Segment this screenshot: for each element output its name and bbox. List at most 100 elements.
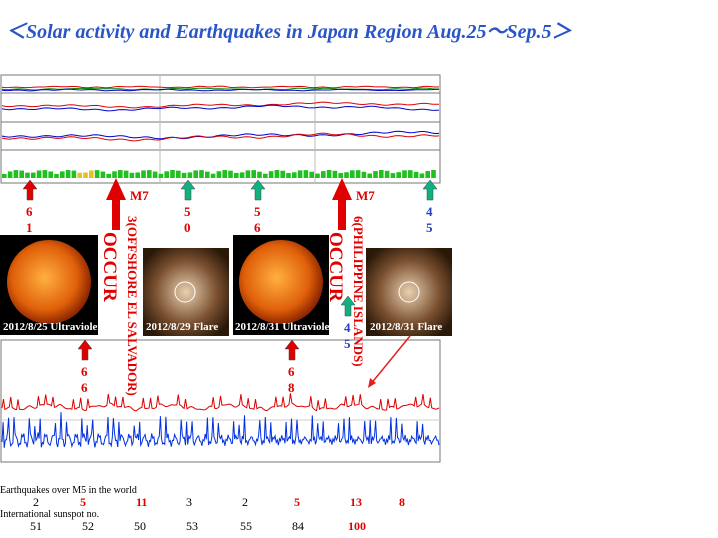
kp-bar <box>431 170 436 178</box>
kp-bar <box>112 171 117 178</box>
kp-bar <box>245 170 251 178</box>
kp-bar <box>170 170 175 178</box>
event-code: 3(OFFSHORE EL SALVADOR) <box>125 216 140 396</box>
image-sun-2 <box>233 235 329 335</box>
kp-bar <box>216 171 222 178</box>
kp-bar <box>396 172 401 178</box>
marker-top: 6 <box>81 364 88 379</box>
kp-bar <box>164 171 169 178</box>
kp-bar <box>7 171 13 178</box>
kp-bar <box>274 170 280 178</box>
kp-bar <box>118 170 123 178</box>
trace <box>1 101 440 109</box>
kp-bar <box>147 170 152 178</box>
kp-bar <box>332 170 338 178</box>
kp-bar <box>54 173 59 178</box>
kp-bar <box>390 173 396 178</box>
marker-arrow <box>180 179 196 201</box>
row-label: International sunspot no. <box>0 509 99 520</box>
slide-title: ＜Solar activity and Earthquakes in Japan… <box>6 21 572 43</box>
marker-arrow <box>284 339 300 361</box>
marker-bottom: 5 <box>426 220 433 235</box>
kp-bar <box>176 170 181 178</box>
image-sun-1 <box>0 235 98 335</box>
kp-bar <box>280 170 285 178</box>
kp-bar <box>321 171 326 178</box>
image-caption: 2012/8/29 Flare <box>146 321 218 333</box>
kp-bar <box>257 171 262 178</box>
trace <box>1 393 440 412</box>
marker-bottom: 6 <box>81 380 88 395</box>
kp-bar <box>123 170 129 178</box>
kp-bar <box>355 170 361 178</box>
kp-bar <box>292 172 297 178</box>
marker-arrow <box>422 179 438 201</box>
image-caption: 2012/8/25 Ultraviolet <box>3 321 101 333</box>
trace <box>1 85 440 89</box>
event-status: OCCUR <box>99 232 120 302</box>
kp-bar <box>13 170 19 178</box>
kp-bar <box>42 170 48 178</box>
pointer-head <box>368 378 376 388</box>
marker-bottom: 5 <box>344 336 351 351</box>
pointer <box>369 335 411 386</box>
table-cell: 3 <box>186 495 192 509</box>
table-cell: 50 <box>134 519 146 533</box>
marker-arrow <box>340 295 356 317</box>
marker-top: 5 <box>184 204 191 219</box>
kp-bar <box>268 171 274 178</box>
image-caption: 2012/8/31 Ultraviolet <box>235 321 333 333</box>
kp-bar <box>2 174 7 178</box>
marker-top: 6 <box>288 364 295 379</box>
marker-bottom: 0 <box>184 220 191 235</box>
kp-bar <box>199 170 204 178</box>
kp-bar <box>315 173 320 178</box>
kp-bar <box>419 173 425 178</box>
marker-top: 6 <box>26 204 33 219</box>
kp-bar <box>129 172 135 178</box>
kp-bar <box>36 170 42 178</box>
kp-bar <box>89 170 94 178</box>
marker-bottom: 8 <box>288 380 295 395</box>
lower-plot <box>0 339 441 463</box>
event-magnitude: M7 <box>356 188 375 203</box>
marker-top: 4 <box>426 204 433 219</box>
kp-bar <box>60 171 65 178</box>
kp-bar <box>239 172 245 178</box>
kp-bar <box>48 171 53 178</box>
kp-bar <box>135 172 140 178</box>
table-cell: 8 <box>399 495 405 509</box>
kp-bar <box>338 173 343 178</box>
kp-bar <box>25 172 30 178</box>
table-cell: 13 <box>350 495 362 509</box>
marker-arrow <box>77 339 93 361</box>
kp-bar <box>193 170 198 178</box>
kp-bar <box>373 171 378 178</box>
kp-bar <box>152 171 158 178</box>
kp-bar <box>234 172 239 178</box>
kp-bar <box>263 173 268 178</box>
kp-bar <box>187 172 193 178</box>
table-cell: 5 <box>294 495 300 509</box>
kp-bar <box>326 170 332 178</box>
table-cell: 53 <box>186 519 198 533</box>
trace <box>1 104 440 112</box>
image-flare-1 <box>143 248 229 336</box>
kp-bar <box>413 171 419 178</box>
kp-bar <box>71 170 77 178</box>
table-cell: 100 <box>348 519 366 533</box>
kp-bar <box>19 170 24 178</box>
trace <box>1 412 440 449</box>
kp-bar <box>100 171 106 178</box>
kp-bar <box>402 170 407 178</box>
kp-bar <box>222 170 227 178</box>
kp-bar <box>83 172 88 178</box>
kp-bar <box>286 172 291 178</box>
kp-bar <box>297 170 303 178</box>
kp-bar <box>361 171 367 178</box>
kp-bar <box>210 173 216 178</box>
trace <box>1 88 439 92</box>
marker-top: 5 <box>254 204 261 219</box>
marker-arrow <box>22 179 38 201</box>
